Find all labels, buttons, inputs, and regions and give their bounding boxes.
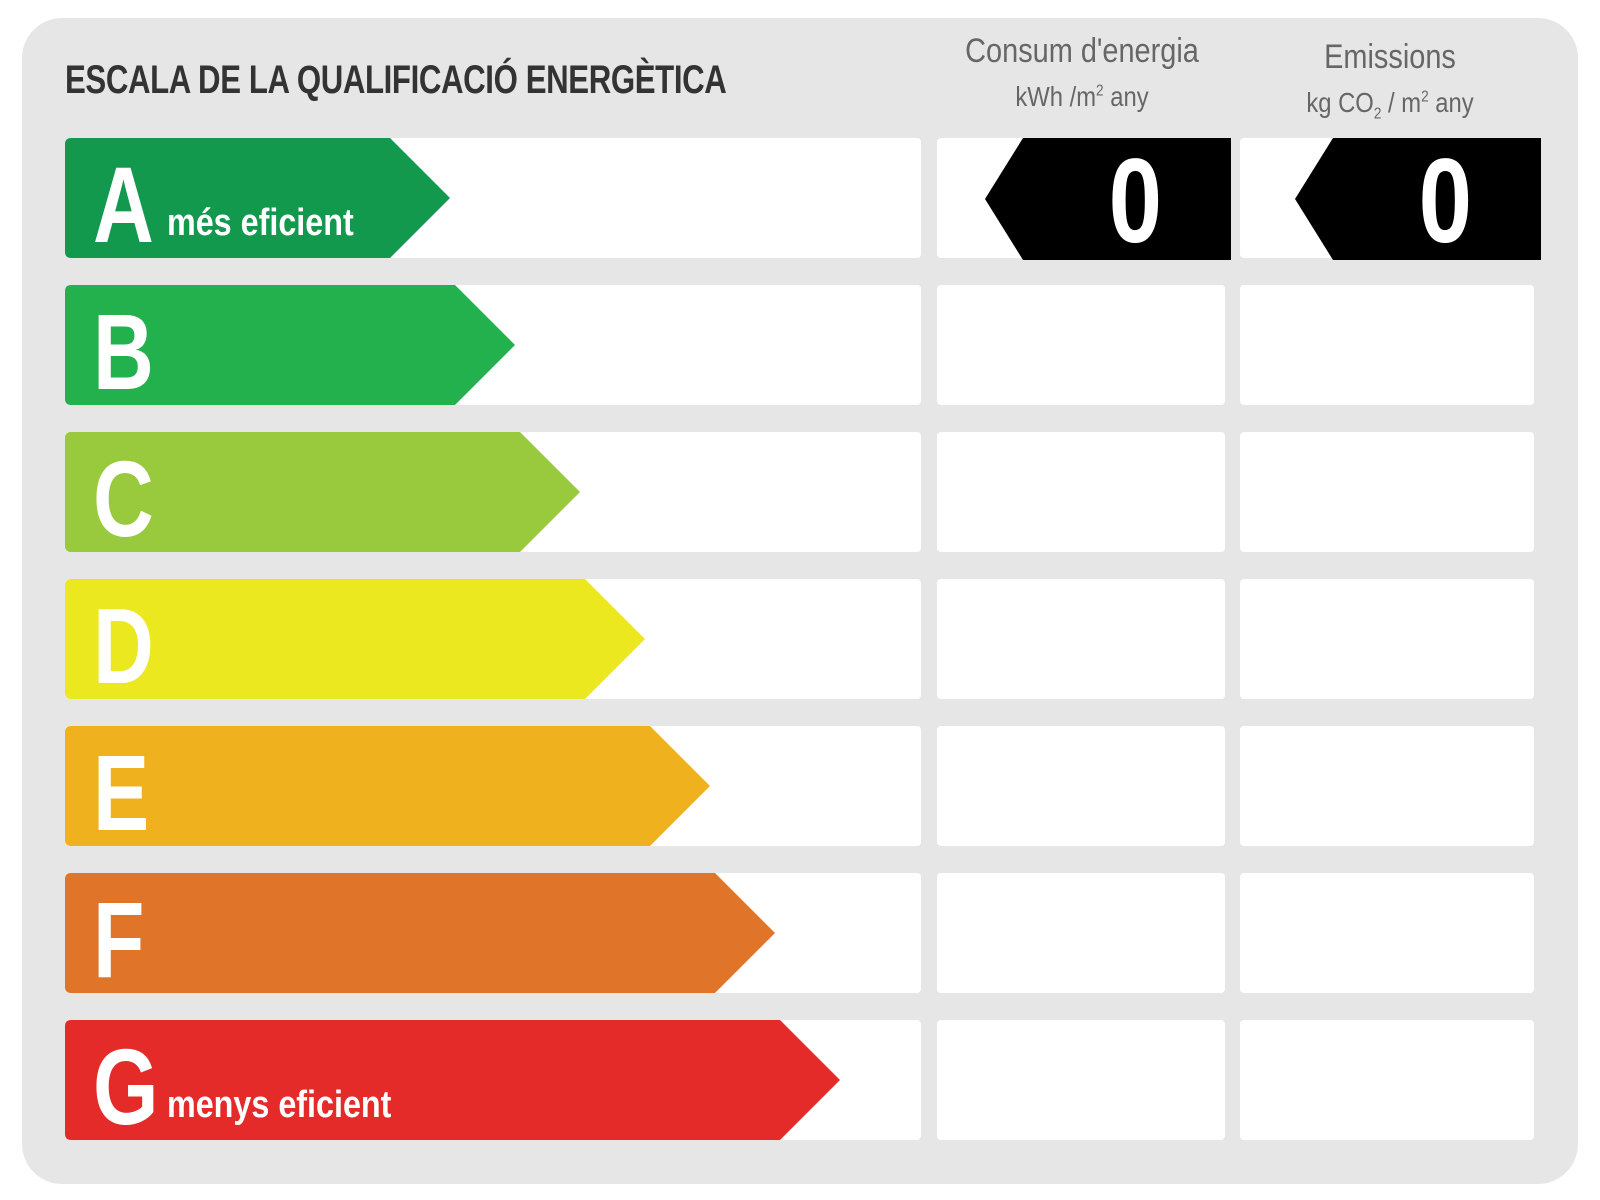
value-arrow-shape: [1295, 138, 1541, 260]
rating-letter: A: [93, 144, 154, 265]
emissions-cell: [1240, 873, 1534, 993]
rating-arrow-shape: [65, 726, 710, 846]
rating-letter: B: [93, 291, 154, 412]
rating-arrow-shape: [65, 285, 515, 405]
rating-arrow-shape: [65, 432, 580, 552]
unit-text: / m: [1381, 87, 1422, 118]
label-title: ESCALA DE LA QUALIFICACIÓ ENERGÈTICA: [65, 58, 727, 102]
rating-bar-e: E: [65, 726, 710, 853]
rating-arrow-shape: [65, 873, 775, 993]
rating-letter: F: [93, 879, 145, 1000]
rating-caption: menys eficient: [167, 1084, 392, 1126]
energy-value-indicator: 0: [985, 134, 1231, 268]
energy-column-label: Consum d'energia: [965, 32, 1199, 70]
unit-text: kWh /m: [1015, 81, 1097, 112]
rating-bar-f: F: [65, 873, 775, 1000]
emissions-cell: [1240, 1020, 1534, 1140]
energy-cell: [937, 726, 1225, 846]
emissions-cell: [1240, 285, 1534, 405]
rating-letter: D: [93, 585, 154, 706]
unit-sup: 2: [1421, 88, 1429, 106]
emissions-value-indicator: 0: [1295, 134, 1541, 268]
emissions-cell: [1240, 432, 1534, 552]
value-arrow-shape: [985, 138, 1231, 260]
rating-arrow-shape: [65, 138, 450, 258]
rating-arrow-shape: [65, 579, 645, 699]
emissions-column-label: Emissions: [1324, 38, 1456, 76]
unit-sup: 2: [1096, 82, 1104, 100]
energy-cell: [937, 285, 1225, 405]
energy-column-header: Consum d'energia kWh /m2 any: [959, 32, 1206, 113]
energy-cell: [937, 432, 1225, 552]
value-text: 0: [1418, 134, 1473, 268]
emissions-cell: [1240, 579, 1534, 699]
rating-letter: C: [93, 438, 154, 559]
value-text: 0: [1108, 134, 1163, 268]
energy-cell: [937, 1020, 1225, 1140]
unit-text: any: [1428, 87, 1474, 118]
emissions-column-unit: kg CO2 / m2 any: [1263, 87, 1518, 124]
emissions-column-header: Emissions kg CO2 / m2 any: [1263, 38, 1518, 124]
unit-text: any: [1103, 81, 1149, 112]
unit-sub: 2: [1373, 105, 1382, 123]
energy-column-unit: kWh /m2 any: [959, 81, 1206, 113]
energy-cell: [937, 873, 1225, 993]
rating-letter: E: [93, 732, 150, 853]
rating-caption: més eficient: [167, 202, 354, 244]
rating-bar-c: C: [65, 432, 580, 559]
emissions-cell: [1240, 726, 1534, 846]
energy-cell: [937, 579, 1225, 699]
rating-letter: G: [93, 1026, 159, 1147]
unit-text: kg CO: [1306, 87, 1374, 118]
rating-bar-d: D: [65, 579, 645, 706]
rating-arrow-shape: [65, 1020, 840, 1140]
rating-bar-b: B: [65, 285, 515, 412]
